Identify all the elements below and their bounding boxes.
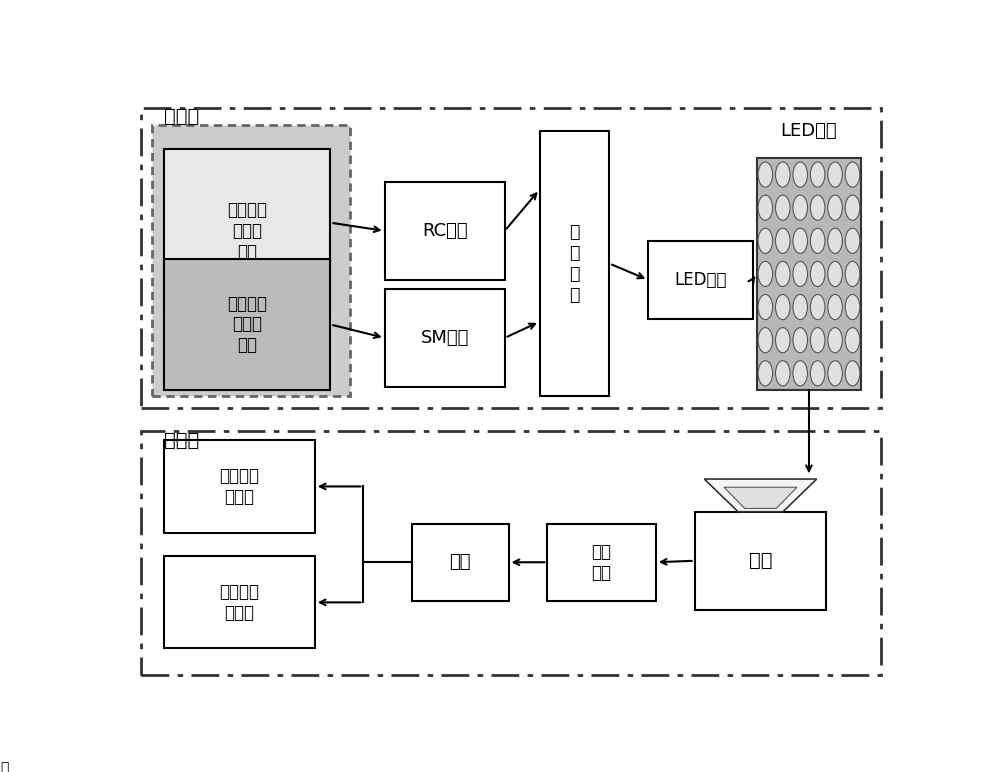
Text: 发送端: 发送端: [164, 107, 199, 127]
Text: LED阵列: LED阵列: [781, 122, 837, 141]
Bar: [164, 149, 330, 313]
Bar: [695, 512, 826, 610]
Ellipse shape: [810, 294, 825, 320]
Text: 译码: 译码: [449, 554, 471, 571]
Bar: [164, 557, 315, 648]
Ellipse shape: [758, 327, 773, 353]
Text: 低速率传
输数据: 低速率传 输数据: [219, 467, 259, 506]
Bar: [140, 107, 881, 408]
Text: 相机: 相机: [749, 551, 772, 571]
Ellipse shape: [845, 262, 860, 286]
Ellipse shape: [793, 361, 808, 386]
Ellipse shape: [810, 162, 825, 187]
Bar: [757, 158, 861, 390]
Text: 高速率传
输数据: 高速率传 输数据: [219, 583, 259, 621]
Ellipse shape: [775, 195, 790, 220]
Text: 接收端: 接收端: [164, 432, 199, 450]
Ellipse shape: [758, 262, 773, 286]
Text: 低速率传
输数据
上层: 低速率传 输数据 上层: [227, 201, 267, 261]
Text: LED驱动: LED驱动: [674, 271, 727, 289]
Ellipse shape: [758, 229, 773, 253]
Text: 图
层
叠
加: 图 层 叠 加: [569, 223, 580, 303]
Polygon shape: [704, 479, 817, 512]
Ellipse shape: [845, 195, 860, 220]
Text: 测: 测: [0, 761, 8, 772]
Ellipse shape: [845, 327, 860, 353]
Ellipse shape: [758, 361, 773, 386]
Ellipse shape: [775, 262, 790, 286]
Bar: [140, 432, 881, 676]
Ellipse shape: [810, 327, 825, 353]
Ellipse shape: [775, 162, 790, 187]
Ellipse shape: [758, 162, 773, 187]
Ellipse shape: [828, 294, 842, 320]
Ellipse shape: [828, 327, 842, 353]
Ellipse shape: [793, 294, 808, 320]
Bar: [385, 289, 505, 387]
Ellipse shape: [758, 294, 773, 320]
Bar: [540, 131, 609, 396]
Ellipse shape: [758, 195, 773, 220]
Bar: [648, 241, 753, 319]
Ellipse shape: [793, 195, 808, 220]
Ellipse shape: [810, 262, 825, 286]
Bar: [164, 259, 330, 390]
Ellipse shape: [775, 294, 790, 320]
Ellipse shape: [828, 162, 842, 187]
Ellipse shape: [810, 195, 825, 220]
Ellipse shape: [775, 229, 790, 253]
Ellipse shape: [845, 294, 860, 320]
Ellipse shape: [793, 229, 808, 253]
Ellipse shape: [775, 361, 790, 386]
Ellipse shape: [793, 327, 808, 353]
Bar: [164, 440, 315, 533]
Ellipse shape: [793, 162, 808, 187]
Ellipse shape: [828, 195, 842, 220]
Ellipse shape: [775, 327, 790, 353]
Ellipse shape: [845, 361, 860, 386]
Ellipse shape: [845, 229, 860, 253]
Text: RC技术: RC技术: [422, 222, 468, 240]
Ellipse shape: [810, 229, 825, 253]
Ellipse shape: [810, 361, 825, 386]
Text: 高速率传
输数据
下层: 高速率传 输数据 下层: [227, 295, 267, 354]
Bar: [385, 181, 505, 280]
Bar: [152, 125, 350, 396]
Ellipse shape: [793, 262, 808, 286]
Polygon shape: [724, 487, 797, 509]
Text: SM技术: SM技术: [420, 329, 469, 347]
Ellipse shape: [845, 162, 860, 187]
Bar: [547, 523, 656, 601]
Text: 图像
处理: 图像 处理: [592, 543, 612, 581]
Ellipse shape: [828, 229, 842, 253]
Ellipse shape: [828, 361, 842, 386]
Bar: [412, 523, 509, 601]
Ellipse shape: [828, 262, 842, 286]
